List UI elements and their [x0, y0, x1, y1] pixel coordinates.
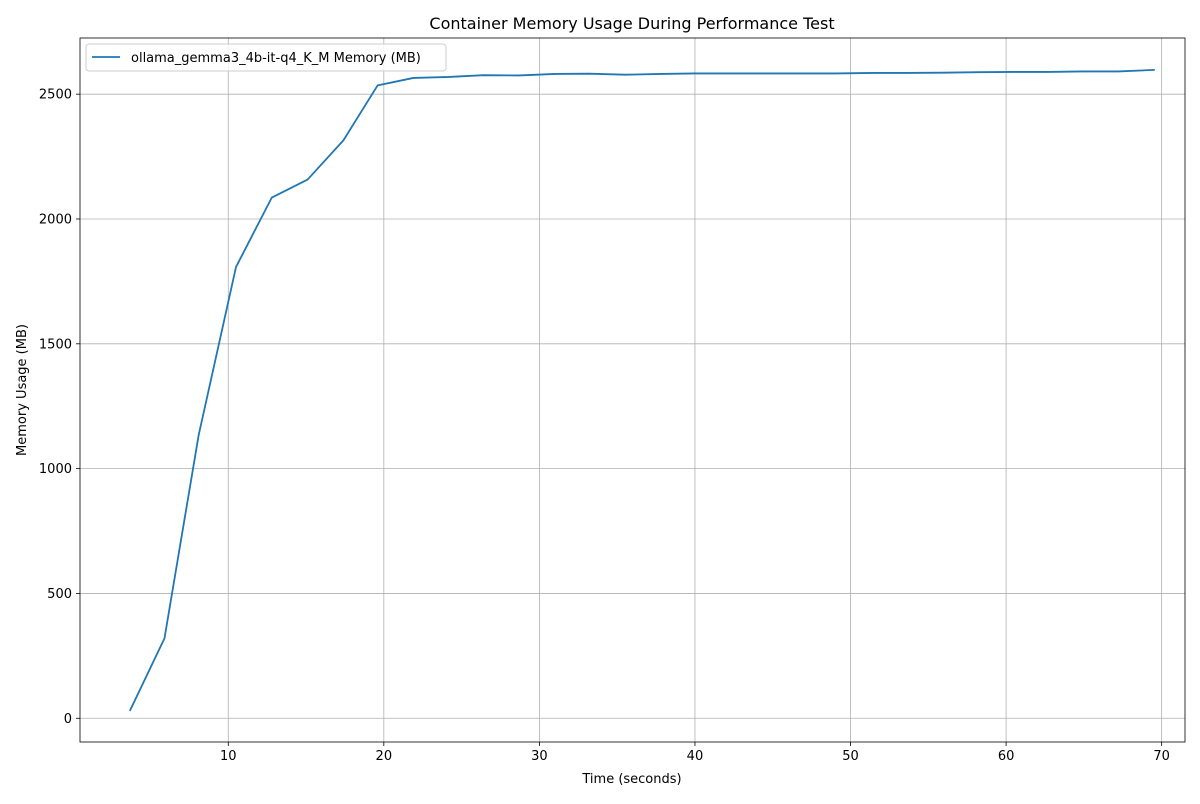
x-tick-label: 20 [376, 749, 393, 764]
y-tick-label: 1500 [39, 337, 72, 352]
x-tick-label: 70 [1153, 749, 1170, 764]
plot-area-frame [79, 37, 1186, 743]
legend: ollama_gemma3_4b-it-q4_K_M Memory (MB) [85, 43, 447, 72]
y-axis-label: Memory Usage (MB) [15, 324, 30, 456]
x-axis-label: Time (seconds) [581, 772, 681, 787]
y-tick-label: 1000 [39, 462, 72, 477]
x-tick-label: 40 [687, 749, 704, 764]
axes-frame [79, 37, 1186, 743]
x-tick-label: 50 [842, 749, 859, 764]
y-tick-label: 500 [47, 587, 72, 602]
series-layer [129, 69, 1155, 712]
x-tick-label: 10 [220, 749, 237, 764]
y-tick-label: 0 [64, 712, 72, 727]
x-tick-label: 60 [998, 749, 1015, 764]
legend-box [85, 43, 447, 72]
grid-lines [80, 38, 1185, 742]
y-tick-label: 2000 [39, 212, 72, 227]
y-tick-label: 2500 [39, 88, 72, 103]
x-tick-label: 30 [531, 749, 548, 764]
legend-label: ollama_gemma3_4b-it-q4_K_M Memory (MB) [131, 51, 421, 66]
chart-title: Container Memory Usage During Performanc… [429, 14, 834, 33]
series-line-0 [129, 69, 1155, 712]
tick-marks: 10 20 30 40 50 60 70 0 500 1000 1500 2000 2500 [39, 88, 1170, 764]
